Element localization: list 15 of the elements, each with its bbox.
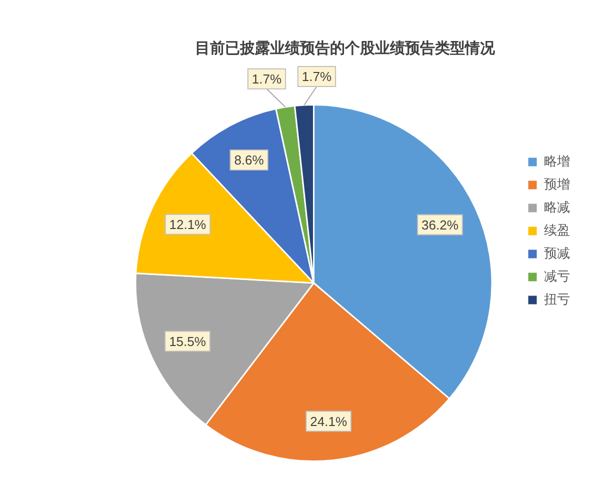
data-label: 12.1%: [169, 216, 207, 232]
data-label: 15.5%: [169, 334, 206, 349]
data-label: 1.7%: [302, 69, 332, 84]
legend-label: 略增: [544, 154, 570, 169]
data-label: 36.2%: [422, 217, 459, 232]
legend-label: 续盈: [544, 222, 570, 238]
legend-label: 预增: [544, 176, 570, 192]
data-label: 8.6%: [234, 152, 264, 168]
legend-label: 扭亏: [544, 292, 570, 307]
legend-label: 预减: [544, 246, 570, 261]
data-label: 24.1%: [310, 414, 348, 429]
data-label: 1.7%: [252, 71, 282, 86]
legend-label: 减亏: [544, 268, 570, 284]
legend-label: 略减: [544, 200, 570, 215]
chart-title: 目前已披露业绩预告的个股业绩预告类型情况: [195, 40, 496, 58]
